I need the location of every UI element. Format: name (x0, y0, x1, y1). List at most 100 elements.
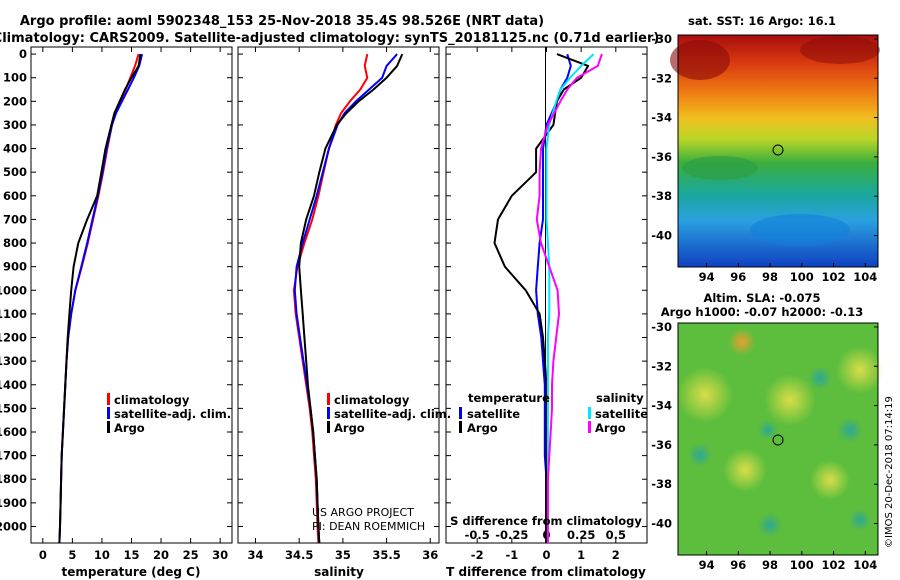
lat-tick-label: -36 (651, 438, 672, 452)
lon-tick-label: 100 (790, 270, 814, 284)
x-tick-label: 10 (94, 548, 110, 562)
lon-tick-label: 98 (762, 558, 778, 572)
legend-s-satellite-swatch (588, 407, 591, 419)
sla-high-blob (764, 374, 816, 426)
lon-tick-label: 102 (822, 558, 846, 572)
depth-tick-label: 400 (3, 142, 27, 156)
lon-tick-label: 94 (699, 270, 715, 284)
legend-s-argo-swatch (588, 421, 591, 433)
sla-map-title1: Altim. SLA: -0.075 (703, 291, 820, 305)
sst-map (670, 34, 880, 268)
sla-low-blob (849, 509, 871, 531)
legend-argo-label: Argo (334, 421, 365, 435)
legend-climatology-swatch (107, 393, 110, 405)
x-tick-label: 25 (183, 548, 199, 562)
sla-map-title2: Argo h1000: -0.07 h2000: -0.13 (661, 305, 864, 319)
legend-temperature-title: temperature (468, 391, 550, 405)
lat-tick-label: -32 (651, 359, 672, 373)
temperature-ticks: 0 5 10 15 20 25 30 (39, 47, 228, 562)
lon-tick-label: 100 (790, 558, 814, 572)
depth-tick-label: 600 (3, 189, 27, 203)
profile-line-temperature-argo (493, 53, 590, 543)
depth-tick-label: 900 (3, 260, 27, 274)
s-diff-tick-label: 0.25 (567, 528, 595, 542)
x-tick-label: 1 (577, 548, 585, 562)
depth-tick-label: 700 (3, 212, 27, 226)
depth-tick-label: 1800 (0, 472, 27, 486)
lat-tick-label: -34 (651, 111, 672, 125)
legend-climatology-label: climatology (334, 393, 410, 407)
sst-warm-patch (670, 40, 730, 80)
lon-tick-label: 98 (762, 270, 778, 284)
legend-argo-swatch (107, 421, 110, 433)
lon-tick-label: 96 (730, 270, 746, 284)
legend-satellite-label: satellite-adj. clim. (114, 407, 231, 421)
profile-line-salinity-argo (535, 53, 603, 543)
sla-low-blob (808, 366, 832, 390)
salinity-panel-frame (237, 46, 440, 544)
s-diff-tick-label: 0.5 (606, 528, 626, 542)
legend-argo-label: Argo (114, 421, 145, 435)
sst-map-ticks: 94 96 98 100 102 104 -30 -32 -34 -36 -38 -40 (651, 32, 878, 284)
lon-tick-label: 104 (853, 558, 877, 572)
sst-warm-patch (800, 36, 880, 64)
legend-salinity-title: salinity (596, 391, 644, 405)
sla-low-blob (688, 443, 712, 467)
temperature-xlabel: temperature (deg C) (62, 565, 201, 579)
difference-legend-temperature: temperature satellite Argo (459, 391, 550, 435)
difference-xlabel: T difference from climatology (446, 565, 646, 579)
depth-tick-label: 100 (3, 71, 27, 85)
x-tick-label: 5 (68, 548, 76, 562)
x-tick-label: 30 (212, 548, 228, 562)
legend-satellite-label: satellite-adj. clim. (334, 407, 451, 421)
depth-tick-label: 200 (3, 94, 27, 108)
x-tick-label: 36 (422, 548, 438, 562)
lon-tick-label: 104 (853, 270, 877, 284)
temperature-profiles (58, 53, 144, 544)
legend-t-satellite-swatch (459, 407, 462, 419)
legend-argo-swatch (327, 421, 330, 433)
x-tick-label: 35.5 (372, 548, 400, 562)
temperature-legend: climatology satellite-adj. clim. Argo (107, 393, 231, 435)
profile-line-satellite-adj-clim- (58, 53, 144, 544)
s-diff-tick-label: -0.25 (495, 528, 528, 542)
legend-satellite-swatch (327, 407, 330, 419)
depth-tick-label: 1400 (0, 378, 27, 392)
depth-tick-label: 0 (19, 47, 27, 61)
sla-low-blob (758, 420, 778, 440)
sla-high-blob (728, 328, 756, 356)
depth-tick-label: 1700 (0, 449, 27, 463)
profile-line-argo (298, 53, 404, 544)
legend-s-satellite-label: satellite (595, 407, 648, 421)
difference-ticks: -2 -1 0 1 2-0.5 -0.25 0 0.25 0.5 (465, 47, 626, 562)
x-tick-label: 0 (542, 548, 550, 562)
x-tick-label: 34.5 (285, 548, 313, 562)
x-tick-label: 0 (39, 548, 47, 562)
profile-line-argo (58, 53, 142, 544)
imos-stamp: ©IMOS 20-Dec-2018 07:14:19 (884, 396, 895, 548)
sst-green-patch (682, 156, 758, 180)
salinity-legend: climatology satellite-adj. clim. Argo (327, 393, 451, 435)
legend-t-satellite-label: satellite (467, 407, 520, 421)
depth-tick-label: 1600 (0, 425, 27, 439)
x-tick-label: 2 (612, 548, 620, 562)
legend-t-argo-swatch (459, 421, 462, 433)
figure-title-line1: Argo profile: aoml 5902348_153 25-Nov-20… (20, 14, 544, 29)
sst-blue-patch (750, 214, 850, 246)
depth-tick-label: 1000 (0, 283, 27, 297)
x-tick-label: 34 (247, 548, 263, 562)
salinity-profiles (292, 53, 404, 544)
depth-tick-label: 1300 (0, 354, 27, 368)
profile-line-climatology (292, 53, 369, 544)
x-tick-label: -2 (471, 548, 484, 562)
difference-top-label: S difference from climatology (450, 514, 642, 528)
sla-map-frame (677, 322, 879, 556)
lat-tick-label: -34 (651, 399, 672, 413)
difference-legend-salinity: salinity satellite Argo (588, 391, 648, 435)
sla-high-blob (810, 460, 850, 500)
lat-tick-label: -40 (651, 229, 672, 243)
x-tick-label: -1 (505, 548, 518, 562)
lat-tick-label: -32 (651, 71, 672, 85)
depth-tick-label: 500 (3, 165, 27, 179)
